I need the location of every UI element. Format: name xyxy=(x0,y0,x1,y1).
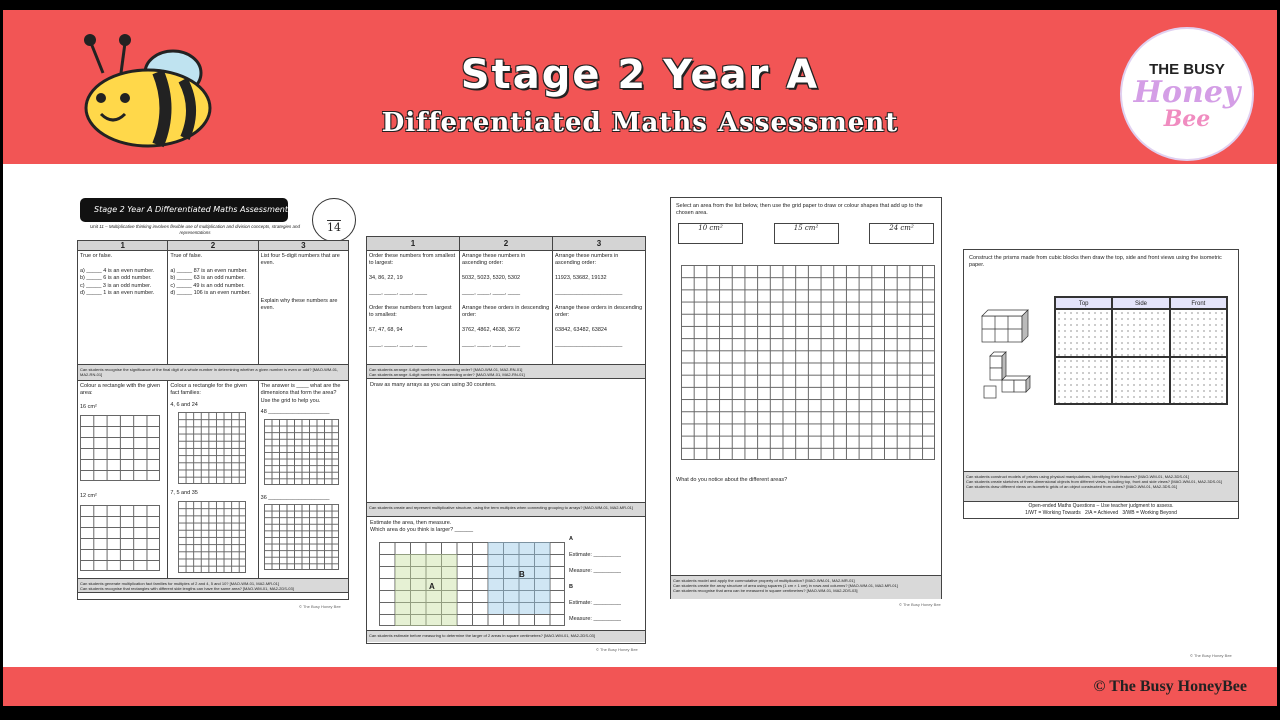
page1-header: Stage 2 Year A Differentiated Maths Asse… xyxy=(80,198,288,222)
banner-subtitle: Differentiated Maths Assessment xyxy=(381,108,899,138)
outcome-note: Can students construct models of prisms … xyxy=(964,471,1238,502)
measure-line: Measure: _________ xyxy=(569,616,621,622)
view-header-front: Front xyxy=(1169,297,1227,309)
question-text: Colour a rectangle with the given area: xyxy=(80,383,161,397)
arrays-question: Draw as many arrays as you can using 30 … xyxy=(367,379,645,503)
answer-line: 48 ____________________ xyxy=(260,409,330,416)
grid-paper xyxy=(263,504,339,571)
isometric-paper xyxy=(1055,309,1113,357)
answer-line: 36 ____________________ xyxy=(260,494,330,501)
col-header: 1 xyxy=(367,237,460,250)
page-copyright: © The Busy Honey Bee xyxy=(1190,653,1232,658)
col-header: 3 xyxy=(301,241,306,250)
page-copyright: © The Busy Honey Bee xyxy=(299,604,341,609)
cube-prism-drawings xyxy=(981,309,1031,399)
grid-paper xyxy=(178,500,247,573)
isometric-paper xyxy=(1112,356,1170,404)
fact-family-label: 7, 5 and 35 xyxy=(170,490,198,497)
views-table: Top Side Front xyxy=(1054,296,1228,405)
page-copyright: © The Busy Honey Bee xyxy=(596,647,638,652)
col-header: 2 xyxy=(460,237,553,250)
banner-title: Stage 2 Year A xyxy=(460,52,820,98)
fact-family-label: 4, 6 and 24 xyxy=(170,401,198,408)
outcome-note: Can students create and represent multip… xyxy=(367,503,645,517)
unit-description: Unit 11 – Multiplicative thinking involv… xyxy=(89,224,301,236)
area-option: 24 cm² xyxy=(869,222,934,244)
question-cell: True of false. a) _____ 87 is an even nu… xyxy=(168,251,259,364)
area-a-heading: A xyxy=(569,536,573,542)
instructions: Construct the prisms made from cubic blo… xyxy=(969,255,1222,269)
grid-paper xyxy=(80,415,160,482)
area-b-shaded xyxy=(487,542,550,614)
isometric-paper xyxy=(1169,309,1227,357)
grid-paper xyxy=(178,412,247,485)
logo-line1: THE BUSY xyxy=(1149,61,1225,78)
isometric-paper xyxy=(1055,356,1113,404)
question-cell: List four 5-digit numbers that are even.… xyxy=(260,253,340,311)
bee-icon xyxy=(84,34,212,148)
assessment-legend-key: 1/WT = Working Towards 2/A = Achieved 3/… xyxy=(1025,509,1177,516)
area-label: 12 cm² xyxy=(80,493,97,500)
brand-logo: THE BUSY Honey Bee xyxy=(1120,27,1254,161)
grid-paper xyxy=(80,504,160,571)
question-cell: True or false. a) _____ 4 is an even num… xyxy=(78,251,169,364)
question-text: The answer is ____ what are the dimensio… xyxy=(260,383,341,404)
question-cell: Arrange these numbers in ascending order… xyxy=(460,251,553,364)
grid-paper xyxy=(263,418,339,485)
area-b-heading: B xyxy=(569,584,573,590)
estimate-line: Estimate: _________ xyxy=(569,552,621,558)
outcome-note: Can students estimate before measuring t… xyxy=(367,631,645,642)
page-copyright: © The Busy Honey Bee xyxy=(899,602,941,607)
question-cell: Order these numbers from smallest to lar… xyxy=(367,251,460,364)
logo-line3: Bee xyxy=(1163,106,1211,132)
view-header-side: Side xyxy=(1112,297,1170,309)
preview-area: Stage 2 Year A Differentiated Maths Asse… xyxy=(3,164,1277,667)
score-total: 14 xyxy=(327,220,341,234)
outcome-note: Can students model and apply the commuta… xyxy=(671,575,941,599)
area-option: 10 cm² xyxy=(678,222,743,244)
outcome-note: Can students generate multiplication fac… xyxy=(78,579,348,593)
area-label: 16 cm² xyxy=(80,403,97,410)
question-cell: Arrange these numbers in ascending order… xyxy=(555,253,643,349)
reflection-question: What do you notice about the different a… xyxy=(676,477,788,483)
footer-banner: © The Busy HoneyBee xyxy=(3,667,1277,706)
measure-line: Measure: _________ xyxy=(569,568,621,574)
col-header: 1 xyxy=(78,241,169,250)
page-preview-1: Stage 2 Year A Differentiated Maths Asse… xyxy=(74,198,356,638)
assessment-legend-title: Open-ended Maths Questions – Use teacher… xyxy=(1028,503,1174,509)
area-a-shaded xyxy=(394,554,457,626)
col-header: 3 xyxy=(596,239,602,248)
page-preview-4: Construct the prisms made from cubic blo… xyxy=(963,249,1239,519)
score-circle: 14 xyxy=(312,198,356,242)
col-header: 2 xyxy=(168,241,259,250)
outcome-note: Can students recognise the significance … xyxy=(78,365,348,381)
area-a-label: A xyxy=(429,582,435,591)
outcome-note: Can students arrange 4-digit numbers in … xyxy=(367,365,645,379)
view-header-top: Top xyxy=(1055,297,1113,309)
page-preview-3: Select an area from the list below, then… xyxy=(670,197,942,607)
instructions: Select an area from the list below, then… xyxy=(676,203,923,217)
area-option: 15 cm² xyxy=(773,222,839,244)
logo-line2: Honey xyxy=(1133,75,1241,110)
isometric-paper xyxy=(1169,356,1227,404)
area-comparison-grid: A B xyxy=(379,542,565,626)
question-text: Colour a rectangle for the given fact fa… xyxy=(170,383,248,397)
area-b-label: B xyxy=(519,570,525,579)
estimate-line: Estimate: _________ xyxy=(569,600,621,606)
isometric-paper xyxy=(1112,309,1170,357)
grid-paper xyxy=(681,265,935,460)
header-banner: Stage 2 Year A Differentiated Maths Asse… xyxy=(3,10,1277,164)
footer-copyright: © The Busy HoneyBee xyxy=(1093,678,1247,695)
estimate-question: Estimate the area, then measure. Which a… xyxy=(370,520,474,534)
